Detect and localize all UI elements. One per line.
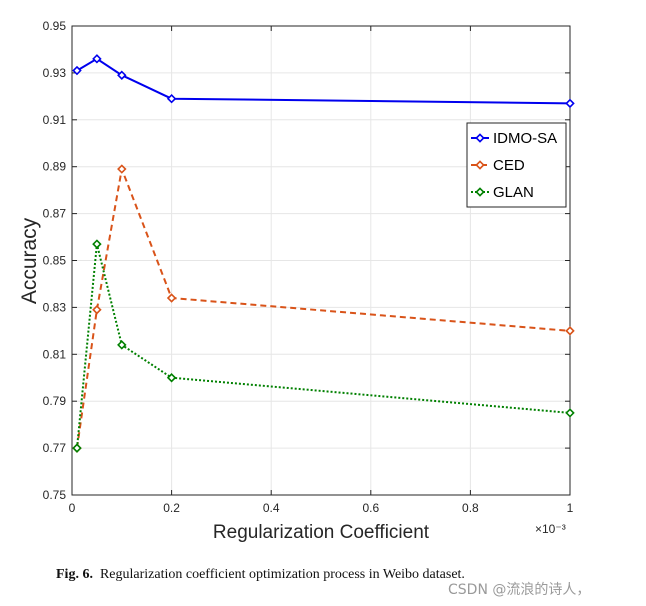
series-ced [72, 164, 575, 453]
data-point-marker [92, 54, 102, 64]
x-axis-label: Regularization Coefficient [213, 522, 430, 543]
x-tick-label: 1 [567, 501, 574, 515]
y-tick-label: 0.91 [43, 113, 67, 127]
y-tick-label: 0.81 [43, 347, 67, 361]
legend-label: GLAN [493, 184, 534, 201]
data-point-marker [117, 70, 127, 80]
data-point-marker [72, 65, 82, 76]
y-tick-label: 0.89 [43, 160, 67, 174]
y-axis-ticks: 0.75 0.77 0.79 0.81 0.83 0.85 0.87 0.89 0.91 0.93… [43, 19, 570, 502]
data-point-marker [72, 443, 82, 453]
series-line [76, 57, 571, 105]
chart: 0 0.2 0.4 0.6 0.8 1 0.750.770.790.810.830.850… [18, 19, 575, 543]
caption-text: Regularization coefficient optimization … [99, 567, 465, 582]
data-point-marker [92, 305, 102, 315]
y-tick-label: 0.79 [43, 394, 67, 408]
legend-label: CED [493, 157, 525, 174]
x-axis-exponent: ×10⁻³ [535, 522, 566, 536]
y-tick-label: 0.87 [43, 207, 67, 221]
data-point-marker [166, 93, 177, 104]
data-point-marker [166, 373, 177, 383]
data-point-marker [92, 239, 102, 249]
series-idmo-sa [72, 54, 575, 109]
y-tick-label: 0.75 [43, 488, 67, 502]
data-point-marker [565, 326, 575, 336]
legend-marker [475, 160, 485, 170]
series-lines [72, 54, 575, 453]
x-tick-label: 0 [69, 501, 76, 515]
data-point-marker [117, 164, 127, 174]
x-axis-ticks: 0 0.2 0.4 0.6 0.8 1 [69, 26, 574, 515]
legend-label: IDMO-SA [493, 130, 557, 147]
y-tick-label: 0.77 [43, 441, 67, 455]
x-tick-label: 0.4 [263, 501, 280, 515]
y-axis-label: Accuracy [18, 217, 41, 304]
data-point-marker [565, 98, 575, 109]
y-tick-label: 0.83 [43, 300, 67, 314]
legend-marker [475, 133, 485, 143]
legend: IDMO-SA CED GLAN [466, 122, 567, 208]
x-tick-label: 0.2 [163, 501, 180, 515]
x-tick-label: 0.6 [362, 501, 379, 515]
series-glan [72, 239, 575, 453]
watermark: CSDN @流浪的诗人， [448, 582, 591, 598]
y-tick-label: 0.93 [43, 66, 67, 80]
series-line [76, 165, 571, 449]
y-tick-label: 0.85 [43, 254, 67, 268]
data-point-marker [117, 340, 127, 350]
figure-caption: Fig. 6. Regularization coefficient optim… [56, 567, 465, 583]
x-tick-label: 0.8 [462, 501, 479, 515]
grid-lines [71, 25, 571, 496]
data-point-marker [166, 293, 177, 303]
series-line [76, 243, 571, 449]
legend-marker [475, 187, 485, 197]
data-point-marker [565, 408, 575, 418]
y-tick-label: 0.95 [43, 19, 67, 33]
figure-label: Fig. 6. [56, 567, 93, 582]
